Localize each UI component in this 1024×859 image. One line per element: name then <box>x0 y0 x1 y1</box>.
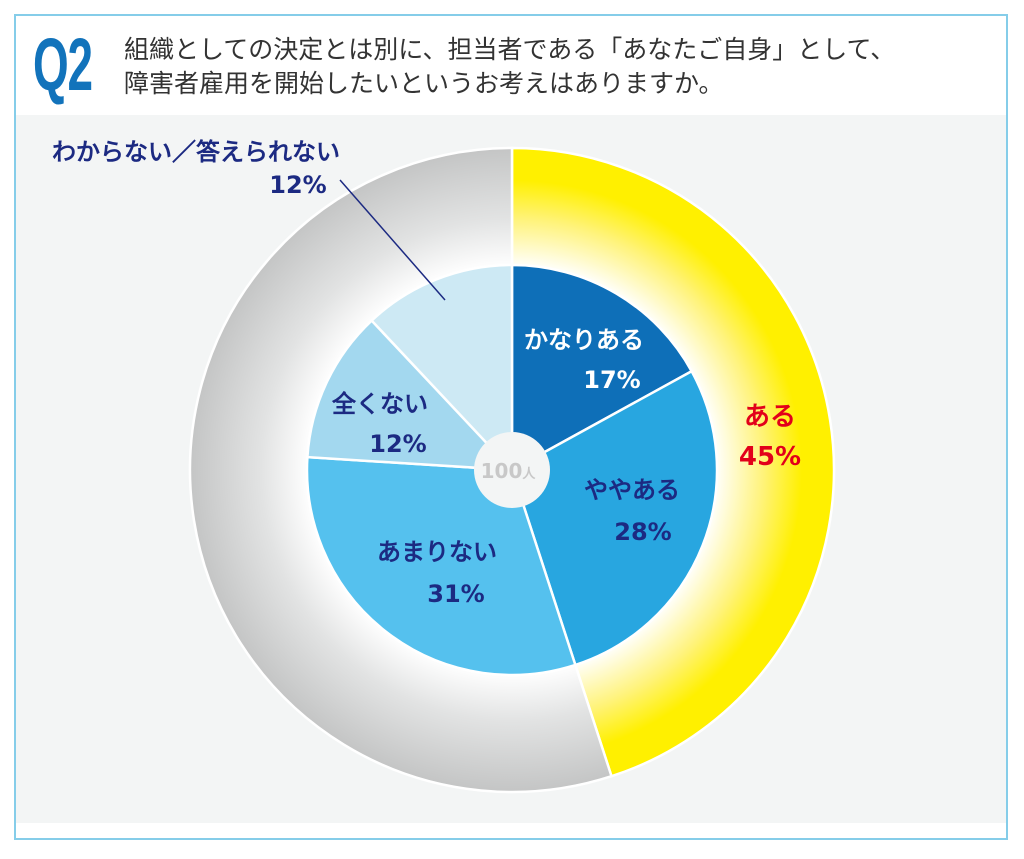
center-value: 100人 <box>481 459 537 483</box>
label-amari-nai: あまりない <box>377 538 497 566</box>
label-yaya-aru: ややある <box>584 476 680 504</box>
label-wakaranai: わからない／答えられない <box>52 138 340 166</box>
inner-slice-3 <box>306 318 516 472</box>
question-title: 組織としての決定とは別に、担当者である「あなたご自身」として、 障害者雇用を開始… <box>124 33 895 101</box>
center-circle <box>474 432 550 508</box>
question-title-line2: 障害者雇用を開始したいというお考えはありますか。 <box>124 69 724 98</box>
pct-wakaranai: 12% <box>269 171 326 199</box>
outer-label-aru: ある <box>744 402 796 432</box>
pct-yaya-aru: 28% <box>614 518 671 546</box>
pct-kanari-aru: 17% <box>583 366 640 394</box>
question-number: Q2 <box>33 23 93 106</box>
pct-mattaku-nai: 12% <box>369 430 426 458</box>
inner-slice-2 <box>305 455 577 677</box>
question-title-line1: 組織としての決定とは別に、担当者である「あなたご自身」として、 <box>124 35 896 64</box>
pct-amari-nai: 31% <box>427 580 484 608</box>
label-kanari-aru: かなりある <box>524 326 644 354</box>
inner-slice-4 <box>369 263 514 474</box>
outer-pct-aru: 45% <box>739 442 801 472</box>
annotation-leader-line <box>339 179 446 301</box>
label-mattaku-nai: 全くない <box>331 390 428 418</box>
inner-slice-0 <box>510 263 694 473</box>
inner-slice-1 <box>510 369 719 667</box>
